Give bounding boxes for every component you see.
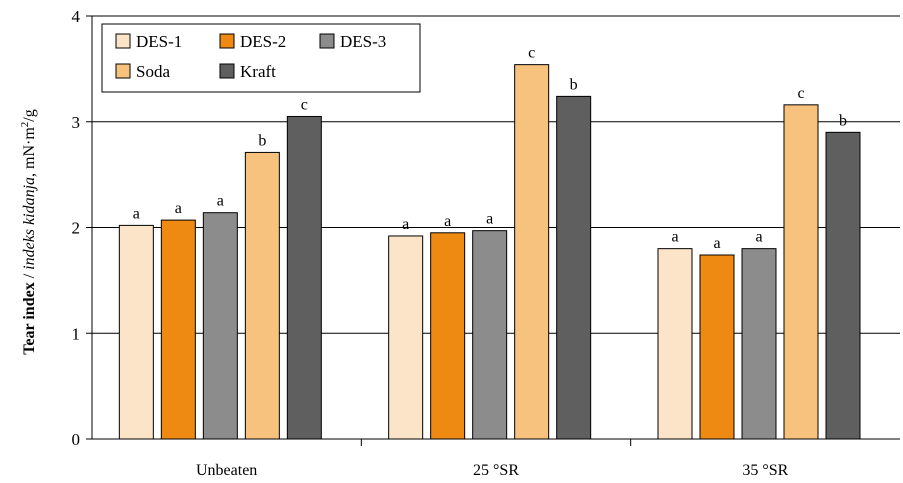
x-category-label: 35 °SR bbox=[742, 462, 788, 479]
bar bbox=[286, 115, 322, 440]
y-tick-label: 4 bbox=[72, 7, 81, 26]
legend-entry: DES-3 bbox=[340, 32, 386, 51]
significance-label: a bbox=[755, 229, 762, 246]
legend-box bbox=[101, 23, 421, 93]
bar bbox=[202, 212, 238, 440]
bar bbox=[825, 131, 861, 440]
bar bbox=[388, 235, 424, 440]
bar bbox=[118, 224, 154, 440]
significance-label: a bbox=[175, 200, 182, 217]
legend: DES-1 DES-2 DES-3 Soda Kraft bbox=[101, 23, 421, 93]
y-tick-label: 0 bbox=[72, 430, 81, 449]
legend-entry: Soda bbox=[136, 62, 170, 81]
significance-label: b bbox=[258, 132, 266, 149]
bar bbox=[657, 248, 693, 440]
bar bbox=[244, 151, 280, 440]
significance-label: b bbox=[839, 112, 847, 129]
legend-swatch bbox=[219, 33, 235, 49]
bar bbox=[783, 104, 819, 440]
bar bbox=[430, 232, 466, 440]
significance-label: a bbox=[217, 193, 224, 210]
significance-labels: a a a b c a a a c b a a a c b bbox=[133, 45, 847, 252]
legend-entry: DES-2 bbox=[240, 32, 286, 51]
legend-entry: DES-1 bbox=[136, 32, 182, 51]
significance-label: a bbox=[444, 213, 451, 230]
bar bbox=[472, 230, 508, 440]
significance-label: c bbox=[797, 85, 804, 102]
x-category-label: Unbeaten bbox=[196, 462, 257, 479]
bars bbox=[118, 64, 861, 440]
x-category-label: 25 °SR bbox=[473, 462, 519, 479]
significance-label: a bbox=[713, 235, 720, 252]
y-tick-label: 2 bbox=[72, 219, 81, 238]
legend-swatch bbox=[319, 33, 335, 49]
significance-label: a bbox=[671, 229, 678, 246]
y-tick-label: 3 bbox=[72, 113, 81, 132]
significance-label: c bbox=[301, 96, 308, 113]
bar bbox=[514, 64, 550, 440]
legend-swatch bbox=[115, 63, 131, 79]
legend-entry: Kraft bbox=[240, 62, 276, 81]
bar bbox=[556, 95, 592, 440]
bar bbox=[741, 248, 777, 440]
y-tick-label: 1 bbox=[72, 324, 81, 343]
significance-label: c bbox=[528, 45, 535, 62]
bar bbox=[699, 254, 735, 440]
axes: 0 1 2 3 4 Unbeaten 25 °SR 35 °SR bbox=[72, 7, 900, 479]
significance-label: a bbox=[133, 205, 140, 222]
legend-swatch bbox=[115, 33, 131, 49]
significance-label: b bbox=[570, 76, 578, 93]
significance-label: a bbox=[402, 216, 409, 233]
significance-label: a bbox=[486, 211, 493, 228]
legend-swatch bbox=[219, 63, 235, 79]
bar bbox=[160, 219, 196, 440]
y-axis-label: Tear index / indeks kidanja, mN·m2/g bbox=[19, 109, 38, 355]
